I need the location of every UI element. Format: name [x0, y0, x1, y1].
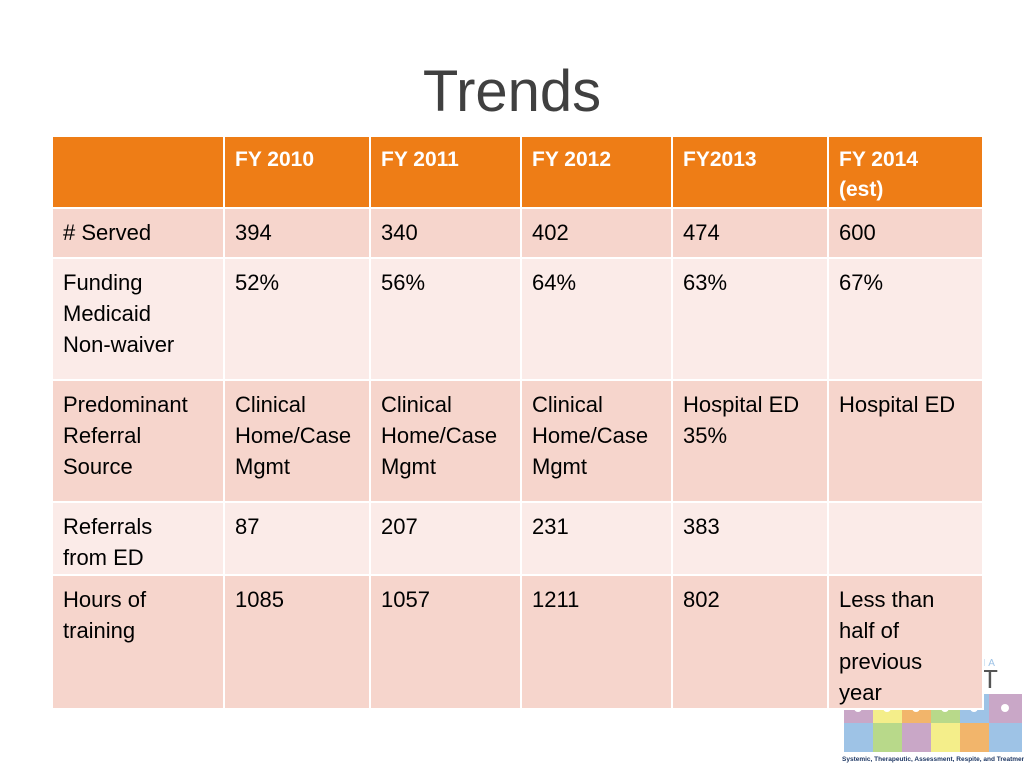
table-cell: 87	[223, 501, 371, 576]
table-cell: Hospital ED	[827, 379, 984, 503]
trends-table: FY 2010 FY 2011 FY 2012 FY2013 FY 2014 (…	[51, 135, 984, 710]
table-cell: Clinical Home/Case Mgmt	[369, 379, 522, 503]
row-label: Referrals from ED	[51, 501, 225, 576]
column-header-fy2010: FY 2010	[223, 135, 371, 209]
row-label: Predominant Referral Source	[51, 379, 225, 503]
table-cell: 56%	[369, 257, 522, 381]
column-header-blank	[51, 135, 225, 209]
logo-tagline: Systemic, Therapeutic, Assessment, Respi…	[842, 756, 1024, 763]
row-label: Funding Medicaid Non-waiver	[51, 257, 225, 381]
table-cell: 1057	[369, 574, 522, 710]
table-row: # Served 394 340 402 474 600	[51, 207, 984, 259]
table-cell: 207	[369, 501, 522, 576]
column-header-fy2012: FY 2012	[520, 135, 673, 209]
table-cell: Hospital ED 35%	[671, 379, 829, 503]
slide-title: Trends	[422, 59, 602, 124]
table-cell: 394	[223, 207, 371, 259]
table-cell: 1211	[520, 574, 673, 710]
table-cell: 1085	[223, 574, 371, 710]
row-label: # Served	[51, 207, 225, 259]
table-cell: 231	[520, 501, 673, 576]
table-cell: 383	[671, 501, 829, 576]
table-cell: 63%	[671, 257, 829, 381]
table-cell: 802	[671, 574, 829, 710]
column-header-fy2011: FY 2011	[369, 135, 522, 209]
table-row: Funding Medicaid Non-waiver 52% 56% 64% …	[51, 257, 984, 381]
table-cell: 64%	[520, 257, 673, 381]
logo-big-letter: T	[982, 664, 998, 694]
table-row: Referrals from ED 87 207 231 383	[51, 501, 984, 576]
logo-letters: NA	[978, 658, 998, 669]
table-cell: 340	[369, 207, 522, 259]
row-label: Hours of training	[51, 574, 225, 710]
column-header-fy2013: FY2013	[671, 135, 829, 209]
table-cell: 52%	[223, 257, 371, 381]
table-cell: 67%	[827, 257, 984, 381]
table-cell: Clinical Home/Case Mgmt	[223, 379, 371, 503]
table-cell: Less than half of previous year	[827, 574, 984, 710]
table-row: Hours of training 1085 1057 1211 802 Les…	[51, 574, 984, 710]
table-cell: 600	[827, 207, 984, 259]
table-cell: 474	[671, 207, 829, 259]
table-cell: 402	[520, 207, 673, 259]
table-row: Predominant Referral Source Clinical Hom…	[51, 379, 984, 503]
table-header-row: FY 2010 FY 2011 FY 2012 FY2013 FY 2014 (…	[51, 135, 984, 209]
table-cell: Clinical Home/Case Mgmt	[520, 379, 673, 503]
table-cell	[827, 501, 984, 576]
column-header-fy2014: FY 2014 (est)	[827, 135, 984, 209]
